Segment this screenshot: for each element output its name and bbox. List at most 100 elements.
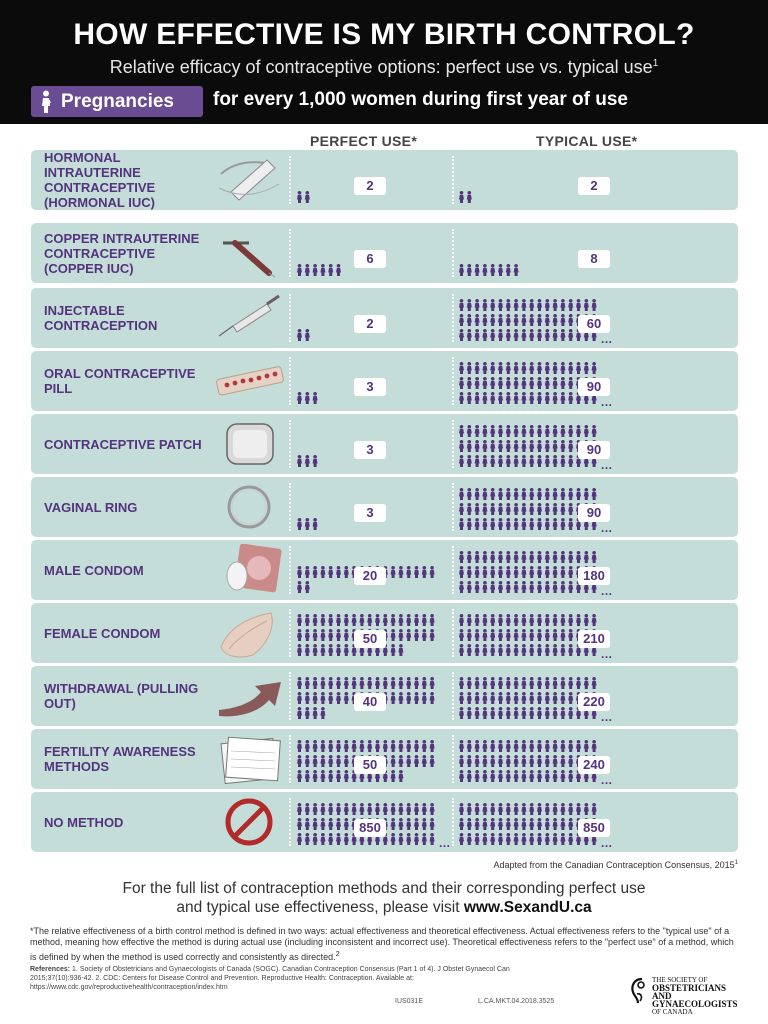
patch-icon [226, 423, 274, 465]
woman-figure-icon [505, 629, 511, 641]
website-link[interactable]: www.SexandU.ca [463, 899, 592, 916]
woman-figure-icon [505, 518, 511, 530]
woman-figure-icon [466, 329, 472, 341]
woman-figure-icon [466, 518, 472, 530]
column-divider [289, 546, 291, 594]
perfect-use-value: 2 [354, 177, 386, 195]
woman-figure-icon [421, 629, 427, 641]
woman-figure-icon [568, 329, 574, 341]
woman-figure-icon [421, 755, 427, 767]
woman-figure-icon [521, 392, 527, 404]
woman-figure-icon [537, 833, 542, 845]
woman-figure-icon [320, 566, 326, 578]
woman-figure-icon [343, 755, 349, 767]
woman-figure-icon [459, 377, 464, 389]
woman-figure-icon [474, 488, 480, 500]
woman-figure-icon [513, 392, 519, 404]
column-divider [452, 294, 454, 342]
woman-figure-icon [312, 803, 318, 815]
woman-figure-icon [459, 392, 464, 404]
woman-figure-icon [459, 581, 464, 593]
woman-figure-icon [568, 392, 574, 404]
woman-figure-icon [568, 644, 574, 656]
woman-figure-icon [474, 551, 480, 563]
woman-figure-icon [568, 455, 574, 467]
woman-figure-icon [490, 392, 496, 404]
syringe-icon [218, 294, 280, 337]
woman-figure-icon [529, 566, 535, 578]
woman-figure-icon [459, 770, 464, 782]
woman-figure-icon [297, 614, 302, 626]
woman-figure-icon [568, 314, 574, 326]
woman-figure-icon [312, 614, 318, 626]
woman-figure-icon [359, 740, 365, 752]
visit-text: For the full list of contraception metho… [122, 880, 646, 916]
woman-figure-icon [343, 833, 349, 845]
woman-figure-icon [297, 770, 302, 782]
woman-figure-icon [297, 629, 302, 641]
pregnancy-figures [459, 551, 597, 593]
perfect-use-value: 3 [354, 378, 386, 396]
woman-figure-icon [490, 755, 496, 767]
woman-figure-icon [521, 314, 527, 326]
woman-figure-icon [482, 264, 488, 276]
woman-figure-icon [474, 503, 480, 515]
woman-figure-icon [552, 425, 558, 437]
woman-figure-icon [505, 299, 511, 311]
perfect-use-value: 50 [354, 630, 386, 648]
column-divider [452, 798, 454, 846]
woman-figure-icon [474, 803, 480, 815]
woman-figure-icon [498, 581, 503, 593]
woman-figure-icon [406, 740, 412, 752]
woman-figure-icon [537, 818, 542, 830]
woman-figure-icon [304, 455, 310, 467]
woman-figure-icon [482, 299, 488, 311]
woman-figure-icon [560, 614, 566, 626]
woman-figure-icon [529, 803, 535, 815]
woman-figure-icon [505, 803, 511, 815]
column-divider [289, 672, 291, 720]
woman-figure-icon [521, 833, 527, 845]
column-divider [452, 156, 454, 204]
woman-figure-icon [529, 833, 535, 845]
woman-figure-icon [544, 377, 550, 389]
woman-figure-icon [537, 740, 542, 752]
sogc-logo-icon [631, 977, 645, 1004]
woman-figure-icon [421, 803, 427, 815]
woman-figure-icon [490, 455, 496, 467]
woman-figure-icon [398, 833, 404, 845]
woman-figure-icon [359, 677, 365, 689]
woman-figure-icon [529, 299, 535, 311]
column-divider [452, 735, 454, 783]
woman-figure-icon [459, 488, 464, 500]
woman-figure-icon [560, 377, 566, 389]
pregnancies-label: Pregnancies [61, 90, 174, 112]
woman-figure-icon [552, 488, 558, 500]
woman-figure-icon [591, 614, 597, 626]
woman-figure-icon [560, 755, 566, 767]
woman-figure-icon [521, 518, 527, 530]
pregnancy-figures [459, 264, 519, 276]
method-name: NO METHOD [44, 814, 124, 830]
adapted-note: Adapted from the Canadian Contraception … [493, 860, 738, 870]
typical-use-value: 90 [578, 504, 610, 522]
woman-figure-icon [414, 566, 419, 578]
calendar-icon [220, 736, 281, 785]
woman-figure-icon [568, 377, 574, 389]
method-row: HORMONAL INTRAUTERINE CONTRACEPTIVE (HOR… [31, 150, 738, 210]
woman-figure-icon [560, 362, 566, 374]
woman-figure-icon [537, 692, 542, 704]
woman-figure-icon [312, 818, 318, 830]
woman-figure-icon [544, 707, 550, 719]
woman-figure-icon [297, 692, 302, 704]
pregnancy-figures [459, 614, 597, 656]
woman-figure-icon [537, 362, 542, 374]
woman-figure-icon [414, 692, 419, 704]
woman-figure-icon [576, 488, 581, 500]
woman-figure-icon [297, 818, 302, 830]
more-ellipsis: ... [601, 395, 613, 409]
woman-figure-icon [544, 740, 550, 752]
woman-figure-icon [505, 440, 511, 452]
woman-figure-icon [513, 299, 519, 311]
woman-figure-icon [552, 707, 558, 719]
